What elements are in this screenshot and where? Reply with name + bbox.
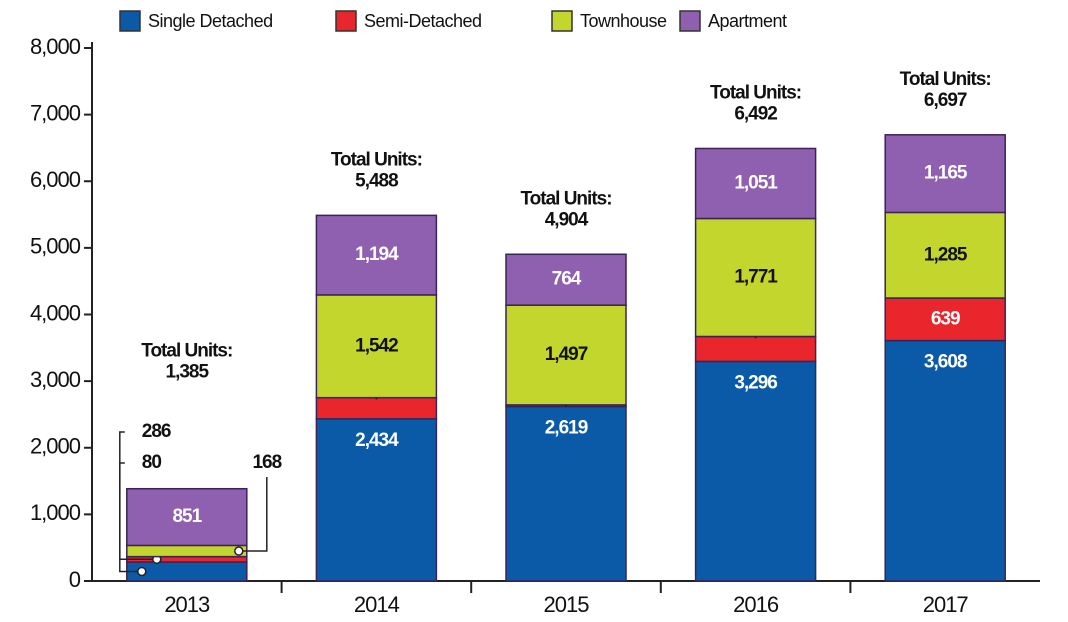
bar-segment [505, 304, 627, 406]
bar-segment [884, 297, 1006, 342]
y-tick-label: 4,000 [30, 300, 81, 325]
legend-swatch [551, 10, 573, 32]
y-tick-label: 1,000 [30, 500, 81, 525]
value-label: 168 [252, 452, 281, 473]
total-label: 6,492 [734, 103, 777, 124]
callout-dot [234, 546, 244, 556]
value-label: 1,285 [924, 244, 968, 265]
value-label: 1,194 [355, 244, 399, 265]
bar-segment [505, 253, 627, 306]
value-label: 1,051 [734, 172, 778, 193]
x-tick-label: 2017 [923, 592, 969, 617]
x-tick-label: 2014 [354, 592, 400, 617]
value-label: 1,771 [734, 267, 778, 288]
legend-label: Apartment [708, 11, 787, 31]
y-tick-label: 8,000 [30, 34, 81, 59]
total-prefix: Total Units: [141, 341, 232, 362]
bar-segment [884, 134, 1006, 214]
value-label: 1,497 [545, 344, 588, 365]
bar-segment [126, 544, 248, 558]
total-label: 4,904 [545, 209, 589, 230]
value-label: 80 [142, 452, 162, 473]
bar-segment [315, 396, 438, 420]
value-label: 3,608 [924, 352, 967, 373]
callout-line [238, 477, 268, 552]
x-tick-label: 2013 [164, 592, 210, 617]
total-prefix: Total Units: [710, 82, 801, 103]
legend-swatch [335, 10, 357, 32]
value-label: 1,542 [355, 335, 398, 356]
total-prefix: Total Units: [331, 149, 422, 170]
value-label: 851 [172, 506, 202, 527]
y-tick-label: 5,000 [30, 234, 81, 259]
total-label: 5,488 [355, 170, 398, 191]
y-tick-label: 2,000 [30, 434, 81, 459]
bar-segment [505, 405, 627, 582]
value-label: 2,619 [545, 418, 588, 439]
total-prefix: Total Units: [520, 188, 611, 209]
legend-swatch [119, 10, 141, 32]
total-label: 1,385 [166, 362, 210, 383]
callout-line [119, 462, 157, 561]
bar-segment [694, 217, 817, 338]
bar-segment [884, 211, 1006, 299]
total-prefix: Total Units: [900, 69, 991, 90]
value-label: 3,296 [734, 372, 777, 393]
bar-segment [694, 360, 817, 582]
value-label: 1,165 [924, 163, 968, 184]
bar-segment [694, 335, 817, 363]
callout-dot [137, 566, 147, 577]
y-tick-label: 0 [69, 567, 81, 592]
value-label: 286 [142, 421, 171, 442]
bar-segment [884, 339, 1006, 582]
bar-segment [694, 147, 817, 220]
legend-label: Single Detached [148, 11, 273, 31]
bar-segment [315, 214, 438, 296]
y-tick-label: 7,000 [30, 100, 81, 125]
x-tick-label: 2016 [733, 592, 779, 617]
legend-label: Semi-Detached [364, 11, 482, 31]
value-label: 2,434 [355, 430, 399, 451]
total-label: 6,697 [924, 90, 967, 111]
legend-label: Townhouse [580, 11, 667, 31]
y-tick-label: 3,000 [30, 367, 81, 392]
bar-segment [126, 487, 248, 547]
value-label: 764 [552, 269, 582, 290]
y-tick-label: 6,000 [30, 167, 81, 192]
x-tick-label: 2015 [544, 592, 590, 617]
legend-swatch [679, 10, 701, 32]
bar-segment [315, 418, 438, 582]
value-label: 639 [931, 308, 960, 329]
